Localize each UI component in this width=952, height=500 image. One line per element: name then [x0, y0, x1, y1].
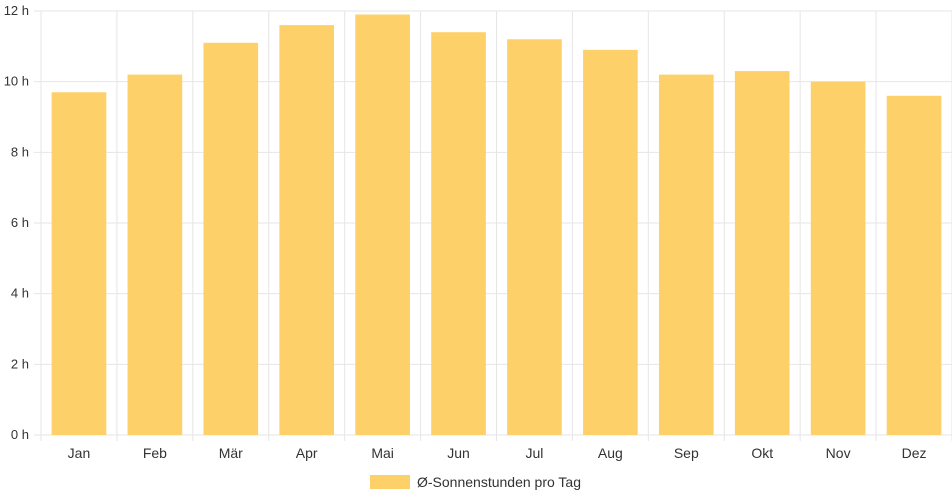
y-tick-label: 0 h	[11, 427, 29, 442]
y-tick-label: 12 h	[4, 3, 29, 18]
x-axis-ticks: Jan Feb Mär Apr Mai Jun Jul Aug Sep Okt Nov Dez	[68, 445, 927, 461]
bars-group	[51, 14, 942, 436]
y-axis-ticks: 0 h 2 h 4 h 6 h 8 h 10 h 12 h	[4, 3, 29, 442]
bar-jun[interactable]	[431, 32, 486, 435]
x-tick-label: Mär	[219, 445, 243, 461]
bar-sep[interactable]	[658, 74, 714, 435]
y-tick-label: 8 h	[11, 144, 29, 159]
y-tick-label: 2 h	[11, 356, 29, 371]
bar-mai[interactable]	[355, 14, 410, 436]
x-tick-label: Jan	[68, 445, 91, 461]
x-tick-label: Aug	[598, 445, 623, 461]
bar-apr[interactable]	[279, 25, 335, 436]
bar-mär[interactable]	[203, 42, 259, 436]
x-tick-label: Dez	[902, 445, 927, 461]
x-tick-label: Mai	[371, 445, 394, 461]
legend-swatch	[370, 475, 410, 489]
bar-feb[interactable]	[127, 74, 183, 435]
bar-aug[interactable]	[583, 49, 638, 435]
grid-lines	[34, 10, 952, 441]
y-tick-label: 10 h	[4, 74, 29, 89]
x-tick-label: Nov	[826, 445, 851, 461]
x-tick-label: Jun	[447, 445, 470, 461]
legend-label: Ø-Sonnenstunden pro Tag	[417, 474, 581, 490]
y-tick-label: 6 h	[11, 215, 29, 230]
bar-okt[interactable]	[734, 71, 790, 436]
bar-dez[interactable]	[886, 95, 942, 436]
bar-jul[interactable]	[507, 39, 562, 436]
x-tick-label: Jul	[526, 445, 544, 461]
legend[interactable]: Ø-Sonnenstunden pro Tag	[370, 472, 581, 492]
x-tick-label: Okt	[751, 445, 773, 461]
x-tick-label: Feb	[143, 445, 167, 461]
y-tick-label: 4 h	[11, 286, 29, 301]
bar-jan[interactable]	[51, 92, 107, 436]
x-tick-label: Sep	[674, 445, 699, 461]
x-tick-label: Apr	[296, 445, 318, 461]
bar-nov[interactable]	[810, 81, 866, 436]
